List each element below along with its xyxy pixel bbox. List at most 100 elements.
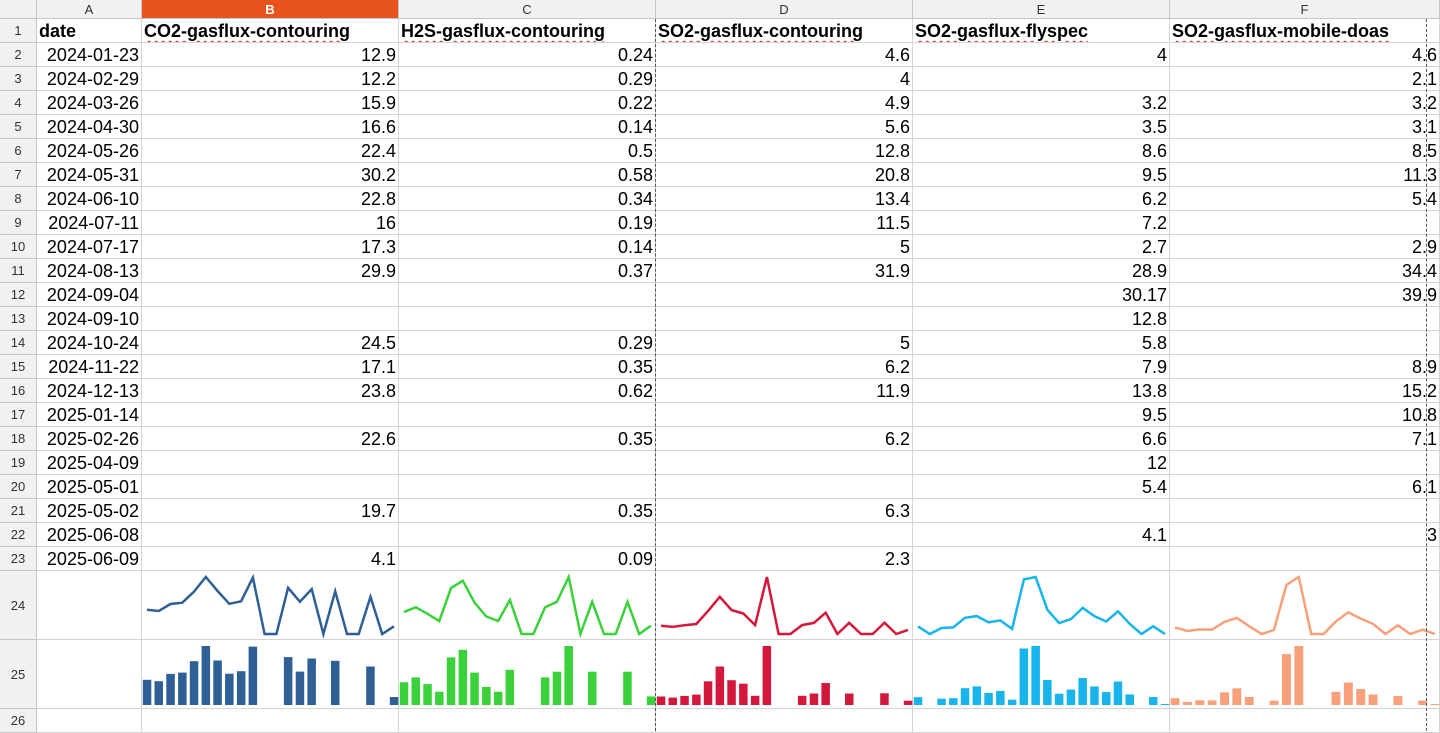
- data-cell[interactable]: 2024-06-10: [37, 187, 142, 211]
- row-header[interactable]: 18: [0, 427, 37, 451]
- data-cell[interactable]: 2024-09-04: [37, 283, 142, 307]
- data-cell[interactable]: 6.6: [913, 427, 1170, 451]
- data-cell[interactable]: [656, 475, 913, 499]
- data-cell[interactable]: 0.29: [399, 67, 656, 91]
- data-cell[interactable]: 8.5: [1170, 139, 1440, 163]
- data-cell[interactable]: 0.62: [399, 379, 656, 403]
- data-cell[interactable]: 3.2: [913, 91, 1170, 115]
- data-cell[interactable]: 5.4: [913, 475, 1170, 499]
- data-cell[interactable]: 2025-02-26: [37, 427, 142, 451]
- row-header[interactable]: 7: [0, 163, 37, 187]
- data-cell[interactable]: [656, 523, 913, 547]
- data-cell[interactable]: [913, 67, 1170, 91]
- data-cell[interactable]: 2025-04-09: [37, 451, 142, 475]
- data-cell[interactable]: 8.9: [1170, 355, 1440, 379]
- row-header[interactable]: 15: [0, 355, 37, 379]
- data-cell[interactable]: 2025-05-01: [37, 475, 142, 499]
- row-header[interactable]: 17: [0, 403, 37, 427]
- row-header[interactable]: 25: [0, 640, 37, 709]
- data-cell[interactable]: 2025-06-08: [37, 523, 142, 547]
- data-cell[interactable]: [656, 451, 913, 475]
- data-cell[interactable]: [656, 283, 913, 307]
- data-cell[interactable]: 0.35: [399, 427, 656, 451]
- row-header[interactable]: 16: [0, 379, 37, 403]
- data-cell[interactable]: [142, 403, 399, 427]
- row-header[interactable]: 8: [0, 187, 37, 211]
- data-cell[interactable]: 12.2: [142, 67, 399, 91]
- data-cell[interactable]: 6.1: [1170, 475, 1440, 499]
- header-cell[interactable]: SO2-gasflux-contouring: [656, 19, 913, 43]
- header-cell[interactable]: H2S-gasflux-contouring: [399, 19, 656, 43]
- data-cell[interactable]: 11.9: [656, 379, 913, 403]
- data-cell[interactable]: 15.9: [142, 91, 399, 115]
- data-cell[interactable]: 11.5: [656, 211, 913, 235]
- data-cell[interactable]: 0.24: [399, 43, 656, 67]
- data-cell[interactable]: 22.8: [142, 187, 399, 211]
- data-cell[interactable]: [1170, 331, 1440, 355]
- data-cell[interactable]: [399, 451, 656, 475]
- data-cell[interactable]: 2024-04-30: [37, 115, 142, 139]
- empty-cell[interactable]: [1170, 709, 1440, 733]
- row-header[interactable]: 26: [0, 709, 37, 733]
- data-cell[interactable]: 4.6: [1170, 43, 1440, 67]
- data-cell[interactable]: [142, 451, 399, 475]
- data-cell[interactable]: 17.1: [142, 355, 399, 379]
- data-cell[interactable]: 6.2: [656, 355, 913, 379]
- data-cell[interactable]: 2024-10-24: [37, 331, 142, 355]
- data-cell[interactable]: 2025-05-02: [37, 499, 142, 523]
- data-cell[interactable]: 4.1: [913, 523, 1170, 547]
- data-cell[interactable]: 3.1: [1170, 115, 1440, 139]
- data-cell[interactable]: 6.2: [913, 187, 1170, 211]
- empty-cell[interactable]: [37, 640, 142, 709]
- data-cell[interactable]: [399, 403, 656, 427]
- column-header-a[interactable]: A: [37, 0, 142, 19]
- data-cell[interactable]: 3.5: [913, 115, 1170, 139]
- row-header[interactable]: 22: [0, 523, 37, 547]
- data-cell[interactable]: 34.4: [1170, 259, 1440, 283]
- select-all-corner[interactable]: [0, 0, 37, 19]
- data-cell[interactable]: 5.6: [656, 115, 913, 139]
- data-cell[interactable]: 0.22: [399, 91, 656, 115]
- row-header[interactable]: 10: [0, 235, 37, 259]
- data-cell[interactable]: [1170, 307, 1440, 331]
- data-cell[interactable]: 16: [142, 211, 399, 235]
- data-cell[interactable]: 0.34: [399, 187, 656, 211]
- data-cell[interactable]: 13.4: [656, 187, 913, 211]
- data-cell[interactable]: 24.5: [142, 331, 399, 355]
- data-cell[interactable]: 5.4: [1170, 187, 1440, 211]
- data-cell[interactable]: 12: [913, 451, 1170, 475]
- data-cell[interactable]: 2024-08-13: [37, 259, 142, 283]
- column-header-c[interactable]: C: [399, 0, 656, 19]
- data-cell[interactable]: [1170, 211, 1440, 235]
- data-cell[interactable]: 0.14: [399, 235, 656, 259]
- data-cell[interactable]: 4: [656, 67, 913, 91]
- data-cell[interactable]: [399, 475, 656, 499]
- data-cell[interactable]: 12.8: [913, 307, 1170, 331]
- row-header[interactable]: 20: [0, 475, 37, 499]
- header-cell[interactable]: SO2-gasflux-flyspec: [913, 19, 1170, 43]
- column-header-b[interactable]: B: [142, 0, 399, 19]
- data-cell[interactable]: 0.14: [399, 115, 656, 139]
- row-header[interactable]: 3: [0, 67, 37, 91]
- data-cell[interactable]: 2024-07-17: [37, 235, 142, 259]
- empty-cell[interactable]: [1170, 640, 1440, 709]
- data-cell[interactable]: 29.9: [142, 259, 399, 283]
- data-cell[interactable]: 22.4: [142, 139, 399, 163]
- data-cell[interactable]: [1170, 547, 1440, 571]
- row-header[interactable]: 1: [0, 19, 37, 43]
- data-cell[interactable]: 4.9: [656, 91, 913, 115]
- data-cell[interactable]: [399, 283, 656, 307]
- data-cell[interactable]: [1170, 499, 1440, 523]
- row-header[interactable]: 14: [0, 331, 37, 355]
- data-cell[interactable]: 7.2: [913, 211, 1170, 235]
- row-header[interactable]: 19: [0, 451, 37, 475]
- row-header[interactable]: 24: [0, 571, 37, 640]
- data-cell[interactable]: 4.1: [142, 547, 399, 571]
- data-cell[interactable]: 2024-07-11: [37, 211, 142, 235]
- data-cell[interactable]: [913, 499, 1170, 523]
- empty-cell[interactable]: [37, 571, 142, 640]
- data-cell[interactable]: [913, 547, 1170, 571]
- empty-cell[interactable]: [399, 640, 656, 709]
- data-cell[interactable]: [399, 523, 656, 547]
